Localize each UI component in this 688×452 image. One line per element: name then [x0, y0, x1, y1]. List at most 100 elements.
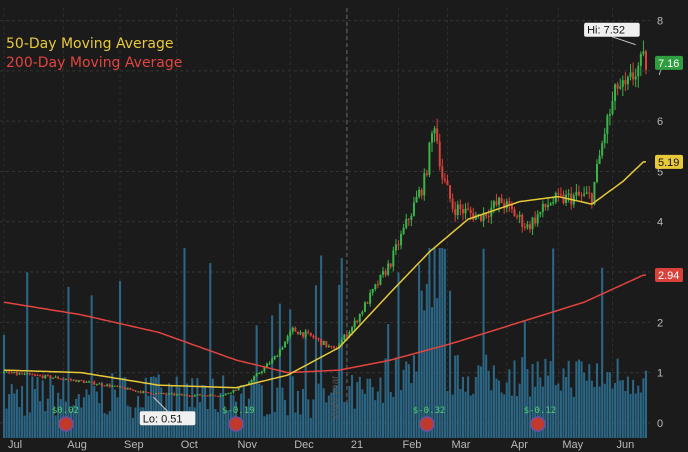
candle-body [526, 224, 529, 228]
volume-bar [588, 364, 591, 438]
candle-body [253, 376, 256, 381]
volume-bar [358, 376, 361, 438]
volume-bar [418, 264, 421, 438]
candle-body [147, 392, 150, 394]
volume-bar [492, 365, 495, 438]
volume-bar [103, 413, 106, 438]
volume-bar [250, 383, 253, 438]
candle-body [567, 193, 570, 195]
volume-bar [541, 386, 544, 438]
volume-bar [461, 376, 464, 438]
candle-body [616, 84, 619, 89]
candle-body [317, 338, 320, 340]
candle-body [82, 380, 85, 383]
candle-body [454, 208, 457, 215]
candle-body [134, 390, 137, 392]
candle-body [129, 388, 132, 390]
candle-body [90, 381, 93, 383]
volume-bar [36, 376, 39, 438]
candle-body [472, 213, 475, 220]
y-tick-label: 8 [657, 16, 663, 28]
candle-body [183, 394, 186, 396]
volume-bar [389, 392, 392, 438]
volume-bar [629, 393, 632, 438]
candle-body [21, 373, 24, 375]
legend-50-day-ma: 50-Day Moving Average [6, 36, 174, 52]
candle-body [49, 375, 52, 379]
volume-bar [590, 380, 593, 438]
candle-body [418, 189, 421, 197]
volume-bar [121, 377, 124, 438]
candle-body [57, 376, 60, 379]
volume-bar [516, 396, 519, 438]
x-tick-label: Aug [67, 439, 87, 451]
candle-body [188, 395, 191, 397]
candle-body [289, 331, 292, 337]
candle-body [500, 197, 503, 203]
volume-bar [265, 414, 269, 438]
candle-body [5, 371, 8, 373]
volume-bar [405, 361, 408, 438]
candle-body [505, 201, 508, 209]
volume-bar [62, 377, 65, 438]
volume-bar [356, 382, 359, 438]
volume-bar [351, 375, 354, 438]
candle-body [464, 208, 467, 214]
volume-bar [106, 414, 109, 438]
candle-body [366, 302, 369, 304]
price-tag-label: 5.19 [658, 157, 679, 169]
candle-body [276, 355, 279, 357]
candle-body [407, 218, 410, 220]
candle-body [356, 320, 359, 322]
candle-body [384, 271, 387, 275]
volume-bar [423, 310, 426, 438]
candle-body [75, 379, 78, 382]
candle-body [126, 388, 129, 390]
candle-body [131, 389, 134, 391]
candle-body [412, 202, 415, 216]
candle-body [534, 217, 537, 224]
volume-bar [523, 321, 526, 438]
volume-bar [387, 324, 390, 438]
candle-body [528, 224, 531, 230]
candle-body [513, 209, 516, 217]
candle-body [263, 367, 266, 372]
candle-body [229, 392, 232, 394]
volume-bar [245, 407, 248, 438]
volume-bar [436, 298, 439, 438]
volume-bar [601, 267, 604, 438]
candle-body [178, 394, 181, 396]
candle-body [539, 211, 542, 215]
volume-bar [296, 390, 299, 438]
volume-bar [88, 394, 91, 438]
annotation-label: Hi: 7.52 [587, 25, 625, 37]
candle-body [508, 201, 511, 205]
x-tick-label: Jun [616, 439, 634, 451]
volume-bar [18, 407, 21, 438]
volume-bar [469, 395, 472, 438]
volume-bar [438, 248, 441, 438]
candle-body [446, 180, 449, 186]
candle-body [642, 51, 645, 55]
volume-bar [580, 361, 583, 438]
volume-bar [157, 374, 160, 438]
candle-body [23, 373, 26, 375]
candle-body [405, 218, 408, 228]
candle-body [629, 72, 632, 78]
candle-body [479, 214, 482, 221]
volume-bar [546, 375, 550, 438]
volume-bar [108, 411, 111, 438]
candle-body [374, 284, 377, 290]
x-tick-label: Feb [402, 439, 421, 451]
candle-body [196, 394, 199, 396]
candle-body [469, 209, 472, 214]
candle-body [85, 381, 88, 383]
volume-bar [247, 398, 250, 438]
volume-bar [510, 395, 513, 438]
volume-bar [518, 383, 521, 438]
volume-bar [575, 361, 578, 438]
volume-bar [495, 378, 498, 438]
candle-body [544, 203, 547, 208]
volume-bar [72, 405, 75, 438]
